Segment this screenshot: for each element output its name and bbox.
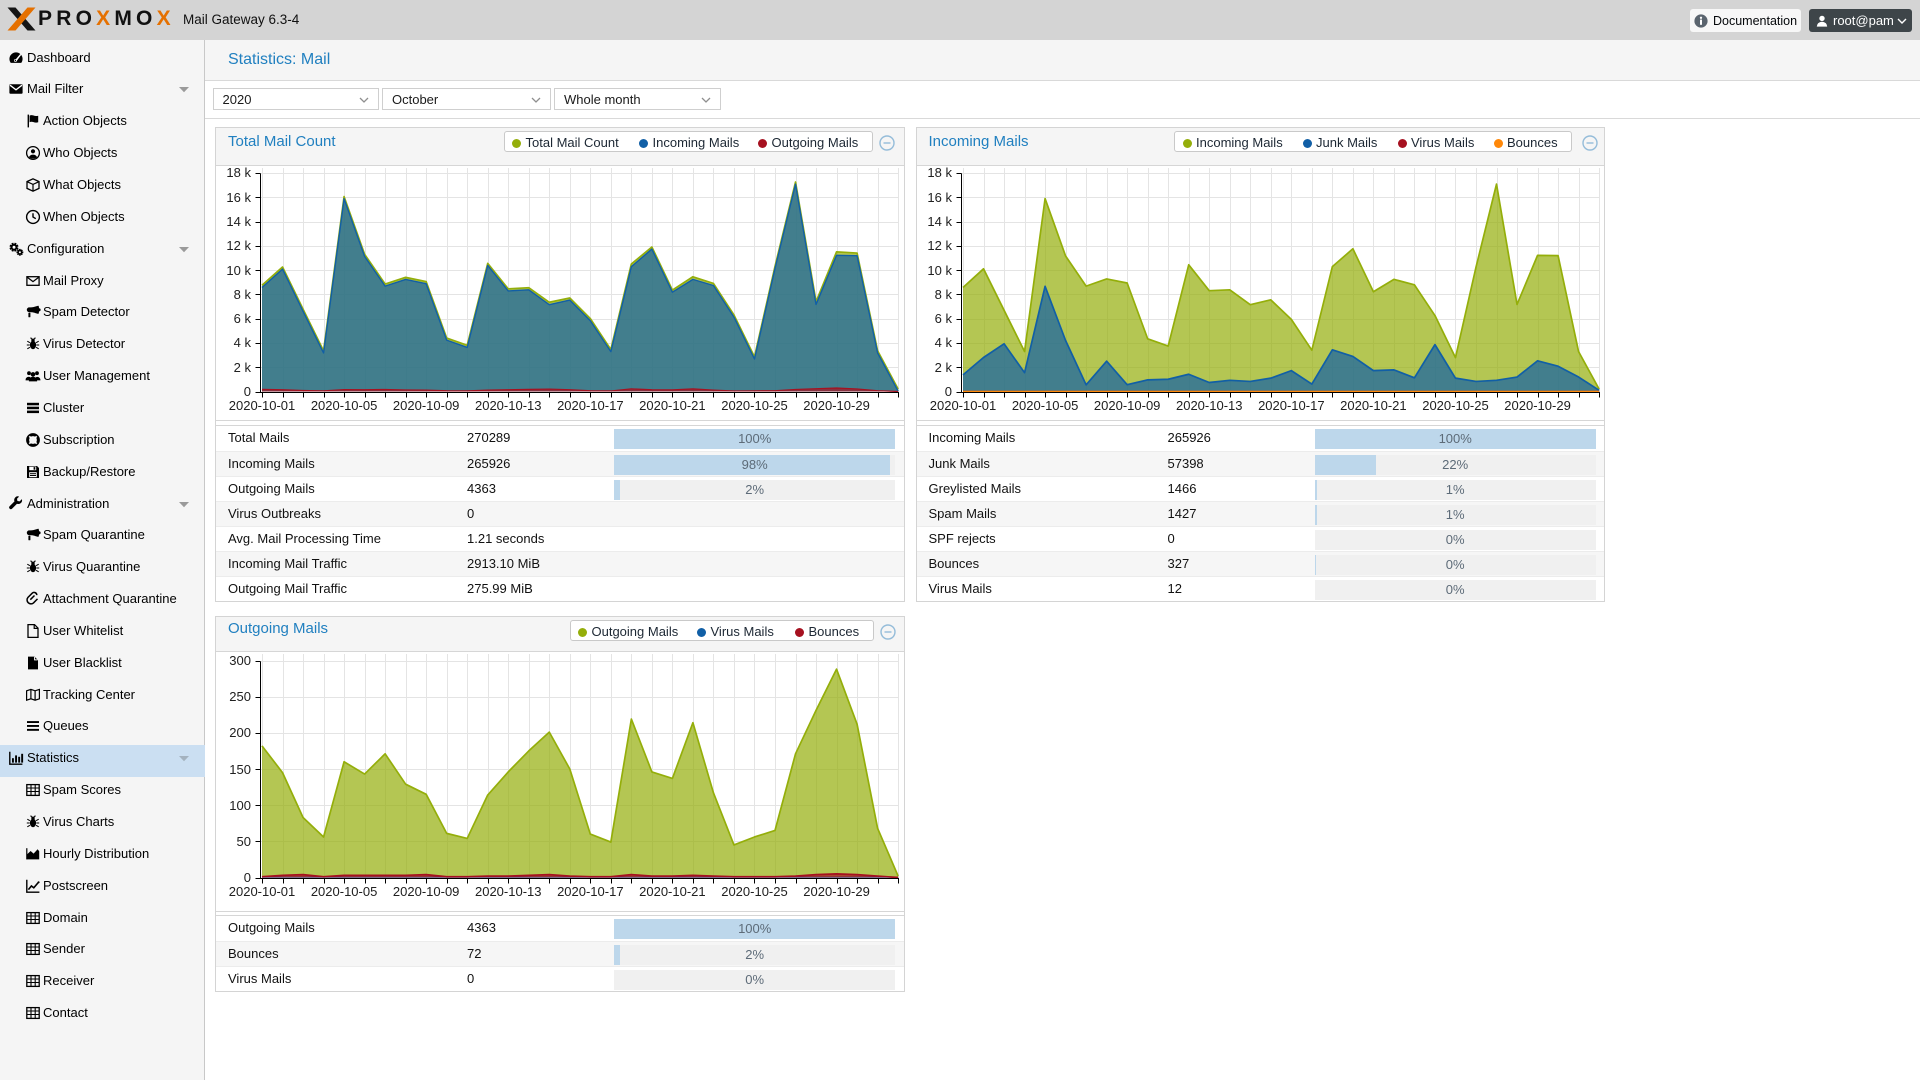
svg-text:2020-10-29: 2020-10-29 [803,398,870,413]
svg-text:2020-10-25: 2020-10-25 [721,884,788,899]
svg-text:250: 250 [229,689,251,704]
svg-text:2020-10-17: 2020-10-17 [557,398,624,413]
svg-text:2020-10-21: 2020-10-21 [1340,398,1407,413]
svg-text:4 k: 4 k [934,335,952,350]
svg-text:2020-10-13: 2020-10-13 [1175,398,1242,413]
svg-text:2020-10-13: 2020-10-13 [475,884,542,899]
svg-text:2020-10-21: 2020-10-21 [639,884,706,899]
svg-text:16 k: 16 k [226,190,251,205]
svg-text:50: 50 [237,834,251,849]
svg-text:0: 0 [944,384,951,399]
svg-text:0: 0 [244,384,251,399]
svg-text:4 k: 4 k [234,335,252,350]
svg-text:2020-10-05: 2020-10-05 [311,398,378,413]
svg-text:150: 150 [229,762,251,777]
svg-text:2020-10-17: 2020-10-17 [557,884,624,899]
svg-text:2020-10-09: 2020-10-09 [1093,398,1160,413]
svg-text:10 k: 10 k [927,263,952,278]
svg-text:2020-10-05: 2020-10-05 [311,884,378,899]
svg-text:2020-10-09: 2020-10-09 [393,884,460,899]
svg-text:0: 0 [244,870,251,885]
svg-text:2020-10-01: 2020-10-01 [229,884,296,899]
svg-text:2020-10-25: 2020-10-25 [1422,398,1489,413]
svg-text:2020-10-13: 2020-10-13 [475,398,542,413]
svg-text:14 k: 14 k [226,214,251,229]
svg-text:100: 100 [229,798,251,813]
svg-text:10 k: 10 k [226,263,251,278]
svg-text:2020-10-29: 2020-10-29 [1504,398,1571,413]
svg-text:2020-10-29: 2020-10-29 [803,884,870,899]
svg-text:8 k: 8 k [934,287,952,302]
svg-text:2020-10-17: 2020-10-17 [1258,398,1325,413]
svg-text:2020-10-05: 2020-10-05 [1011,398,1077,413]
svg-text:2020-10-01: 2020-10-01 [229,398,296,413]
svg-text:12 k: 12 k [927,238,952,253]
svg-text:300: 300 [229,653,251,668]
svg-text:200: 200 [229,725,251,740]
svg-text:18 k: 18 k [927,166,952,180]
svg-text:2 k: 2 k [934,360,952,375]
svg-text:2020-10-09: 2020-10-09 [393,398,460,413]
svg-text:2020-10-21: 2020-10-21 [639,398,706,413]
svg-text:6 k: 6 k [234,311,252,326]
svg-text:6 k: 6 k [934,311,952,326]
svg-text:12 k: 12 k [226,238,251,253]
svg-text:18 k: 18 k [226,166,251,180]
svg-text:14 k: 14 k [927,214,952,229]
svg-text:2 k: 2 k [234,360,252,375]
svg-text:8 k: 8 k [234,287,252,302]
svg-text:2020-10-01: 2020-10-01 [929,398,996,413]
svg-text:16 k: 16 k [927,190,952,205]
svg-text:2020-10-25: 2020-10-25 [721,398,788,413]
